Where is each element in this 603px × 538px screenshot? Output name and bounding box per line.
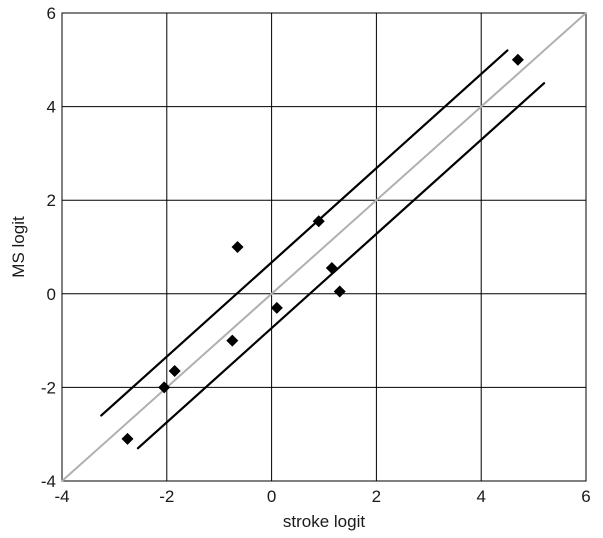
y-axis-title: MS logit: [9, 216, 28, 278]
x-tick-label: 2: [372, 487, 381, 506]
identity-line: [61, 12, 587, 482]
x-tick-label: 6: [581, 487, 590, 506]
y-tick-label: -2: [41, 378, 56, 397]
x-tick-label: 4: [476, 487, 485, 506]
y-tick-label: 6: [47, 4, 56, 23]
data-point: [312, 215, 325, 228]
x-tick-label: 0: [267, 487, 276, 506]
x-tick-labels: -4 -2 0 2 4 6: [54, 487, 590, 506]
y-tick-labels: -4 -2 0 2 4 6: [41, 4, 56, 491]
data-point: [121, 432, 134, 445]
identity-line-path: [61, 12, 587, 482]
data-point: [333, 285, 346, 298]
data-point: [226, 334, 239, 347]
y-tick-label: 0: [47, 285, 56, 304]
data-point: [168, 365, 181, 378]
confidence-bands: [100, 49, 546, 450]
confidence-band-upper: [100, 49, 509, 417]
x-axis-title: stroke logit: [283, 512, 365, 531]
data-point: [511, 53, 524, 66]
x-tick-label: -2: [159, 487, 174, 506]
y-tick-label: -4: [41, 472, 56, 491]
data-point: [325, 262, 338, 275]
data-point: [158, 381, 171, 394]
x-tick-label: -4: [54, 487, 69, 506]
y-tick-label: 4: [47, 98, 56, 117]
confidence-band-lower: [136, 82, 546, 450]
data-point: [270, 301, 283, 314]
gridlines: [62, 13, 586, 481]
y-tick-label: 2: [47, 191, 56, 210]
data-point: [231, 241, 244, 253]
data-points: [121, 53, 524, 445]
